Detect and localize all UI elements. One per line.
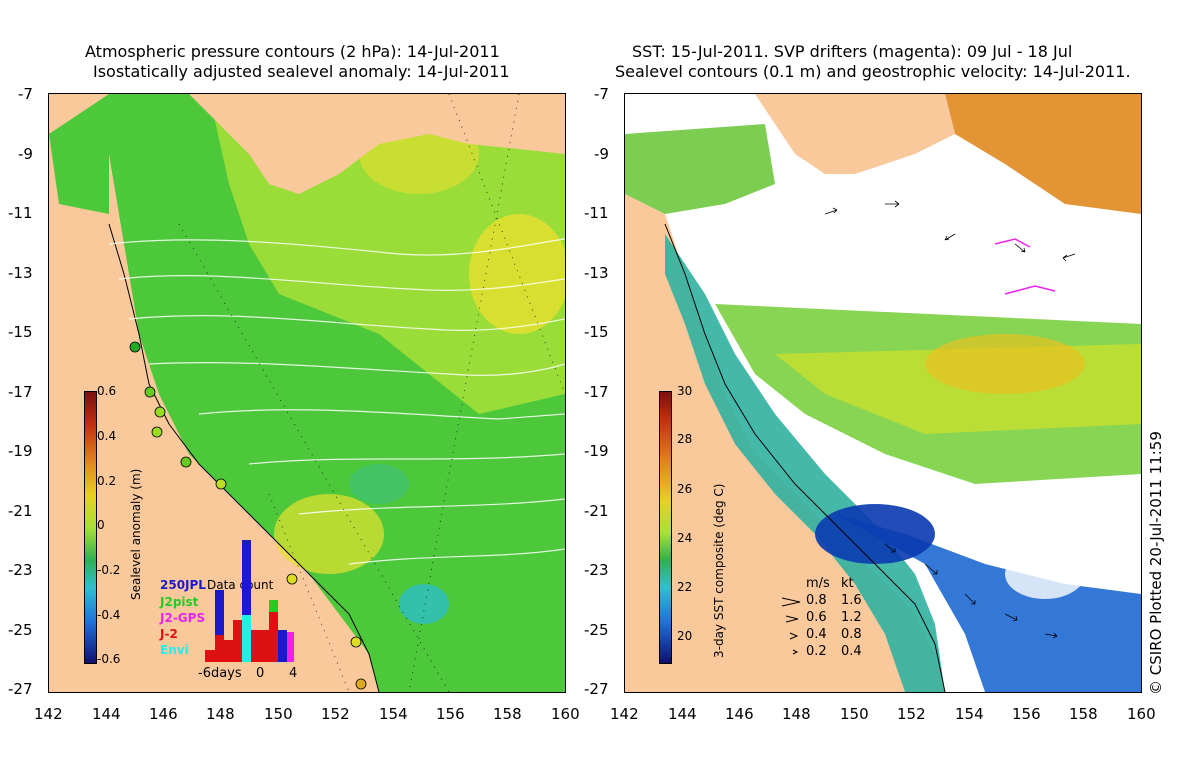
sst-colorbar bbox=[659, 391, 672, 664]
sealevel-cbar-tick: 0.4 bbox=[97, 429, 117, 443]
right-x-tick: 158 bbox=[1069, 705, 1098, 723]
right-y-tick: -21 bbox=[584, 502, 609, 520]
data-count-series-jpl: JPL bbox=[185, 578, 206, 592]
sealevel-map-graphic bbox=[49, 94, 565, 692]
right-y-tick: -27 bbox=[584, 680, 609, 698]
sealevel-cbar-title: Sealevel anomaly (m) bbox=[129, 468, 143, 600]
data-count-xlabel: 4 bbox=[289, 666, 298, 681]
left-x-tick: 144 bbox=[92, 705, 121, 723]
credit-text: © CSIRO Plotted 20-Jul-2011 11:59 bbox=[1147, 431, 1165, 695]
velocity-legend-ms: 0.8 bbox=[806, 593, 827, 608]
sst-cbar-tick: 22 bbox=[677, 580, 693, 594]
right-x-tick: 146 bbox=[725, 705, 754, 723]
right-y-tick: -25 bbox=[584, 621, 609, 639]
velocity-legend-arrows bbox=[781, 597, 801, 655]
data-count-xlabel: 0 bbox=[256, 666, 265, 681]
right-y-tick: -19 bbox=[584, 442, 609, 460]
right-y-tick: -9 bbox=[594, 145, 609, 163]
left-x-tick: 154 bbox=[379, 705, 408, 723]
data-count-inset: Data count 250 JPL J2pist J2-GPS J-2 Env… bbox=[160, 535, 297, 681]
right-x-tick: 154 bbox=[955, 705, 984, 723]
sst-map-graphic bbox=[625, 94, 1141, 692]
left-title-line2: Isostatically adjusted sealevel anomaly:… bbox=[93, 62, 510, 81]
left-x-tick: 150 bbox=[264, 705, 293, 723]
right-x-tick: 156 bbox=[1012, 705, 1041, 723]
velocity-legend-header-kt: kt bbox=[841, 576, 854, 591]
left-y-tick: -9 bbox=[18, 145, 33, 163]
right-y-tick: -23 bbox=[584, 561, 609, 579]
left-title-line1: Atmospheric pressure contours (2 hPa): 1… bbox=[85, 42, 500, 61]
right-title-line2: Sealevel contours (0.1 m) and geostrophi… bbox=[615, 62, 1131, 81]
data-count-series-j2: J-2 bbox=[160, 627, 178, 641]
right-x-tick: 160 bbox=[1127, 705, 1156, 723]
velocity-legend-ms: 0.6 bbox=[806, 610, 827, 625]
right-y-tick: -7 bbox=[594, 85, 609, 103]
left-y-tick: -25 bbox=[8, 621, 33, 639]
data-count-xlabel: -6days bbox=[198, 666, 242, 681]
right-x-tick: 150 bbox=[840, 705, 869, 723]
right-x-tick: 144 bbox=[668, 705, 697, 723]
data-count-series-j2pist: J2pist bbox=[160, 595, 199, 609]
left-y-tick: -15 bbox=[8, 323, 33, 341]
velocity-legend-kt: 1.6 bbox=[841, 593, 862, 608]
sealevel-cbar-tick: -0.6 bbox=[97, 652, 121, 666]
sealevel-cbar-tick: 0 bbox=[97, 518, 105, 532]
sst-cbar-tick: 30 bbox=[677, 384, 693, 398]
data-count-series-j2gps: J2-GPS bbox=[160, 611, 206, 625]
left-x-tick: 148 bbox=[206, 705, 235, 723]
sst-cbar-tick: 24 bbox=[677, 531, 693, 545]
left-x-tick: 158 bbox=[493, 705, 522, 723]
sealevel-colorbar bbox=[84, 391, 97, 664]
left-y-tick: -23 bbox=[8, 561, 33, 579]
left-y-tick: -19 bbox=[8, 442, 33, 460]
right-x-tick: 142 bbox=[610, 705, 639, 723]
sealevel-cbar-tick: 0.6 bbox=[97, 384, 117, 398]
left-y-tick: -27 bbox=[8, 680, 33, 698]
right-y-tick: -13 bbox=[584, 264, 609, 282]
left-x-tick: 156 bbox=[436, 705, 465, 723]
left-x-tick: 160 bbox=[551, 705, 580, 723]
left-y-tick: -13 bbox=[8, 264, 33, 282]
sealevel-cbar-tick: 0.2 bbox=[97, 474, 117, 488]
sealevel-cbar-tick: -0.2 bbox=[97, 563, 121, 577]
right-title-line1: SST: 15-Jul-2011. SVP drifters (magenta)… bbox=[632, 42, 1073, 61]
sst-cbar-tick: 26 bbox=[677, 482, 693, 496]
velocity-legend-header-ms: m/s bbox=[806, 576, 830, 591]
velocity-legend-ms: 0.4 bbox=[806, 627, 827, 642]
sst-map bbox=[624, 93, 1142, 693]
left-y-tick: -7 bbox=[18, 85, 33, 103]
velocity-legend-kt: 1.2 bbox=[841, 610, 862, 625]
left-y-tick: -11 bbox=[8, 204, 33, 222]
right-x-tick: 152 bbox=[897, 705, 926, 723]
left-x-tick: 142 bbox=[34, 705, 63, 723]
sst-cbar-tick: 20 bbox=[677, 629, 693, 643]
data-count-bars bbox=[205, 540, 294, 662]
left-y-tick: -21 bbox=[8, 502, 33, 520]
velocity-legend-kt: 0.4 bbox=[841, 644, 862, 659]
left-y-tick: -17 bbox=[8, 383, 33, 401]
right-x-tick: 148 bbox=[782, 705, 811, 723]
sealevel-cbar-tick: -0.4 bbox=[97, 608, 121, 622]
left-x-tick: 146 bbox=[149, 705, 178, 723]
velocity-legend: m/s kt 0.8 1.6 0.6 1.2 0.4 0.8 0.2 0.4 bbox=[780, 576, 870, 666]
left-x-tick: 152 bbox=[321, 705, 350, 723]
velocity-legend-kt: 0.8 bbox=[841, 627, 862, 642]
right-y-tick: -11 bbox=[584, 204, 609, 222]
data-count-series-envi: Envi bbox=[160, 643, 189, 657]
velocity-legend-ms: 0.2 bbox=[806, 644, 827, 659]
right-y-tick: -17 bbox=[584, 383, 609, 401]
sst-cbar-title: 3-day SST composite (deg C) bbox=[712, 483, 726, 658]
right-y-tick: -15 bbox=[584, 323, 609, 341]
sealevel-map bbox=[48, 93, 566, 693]
data-count-title: Data count bbox=[207, 578, 274, 592]
data-count-value: 250 bbox=[160, 578, 186, 592]
sst-cbar-tick: 28 bbox=[677, 432, 693, 446]
